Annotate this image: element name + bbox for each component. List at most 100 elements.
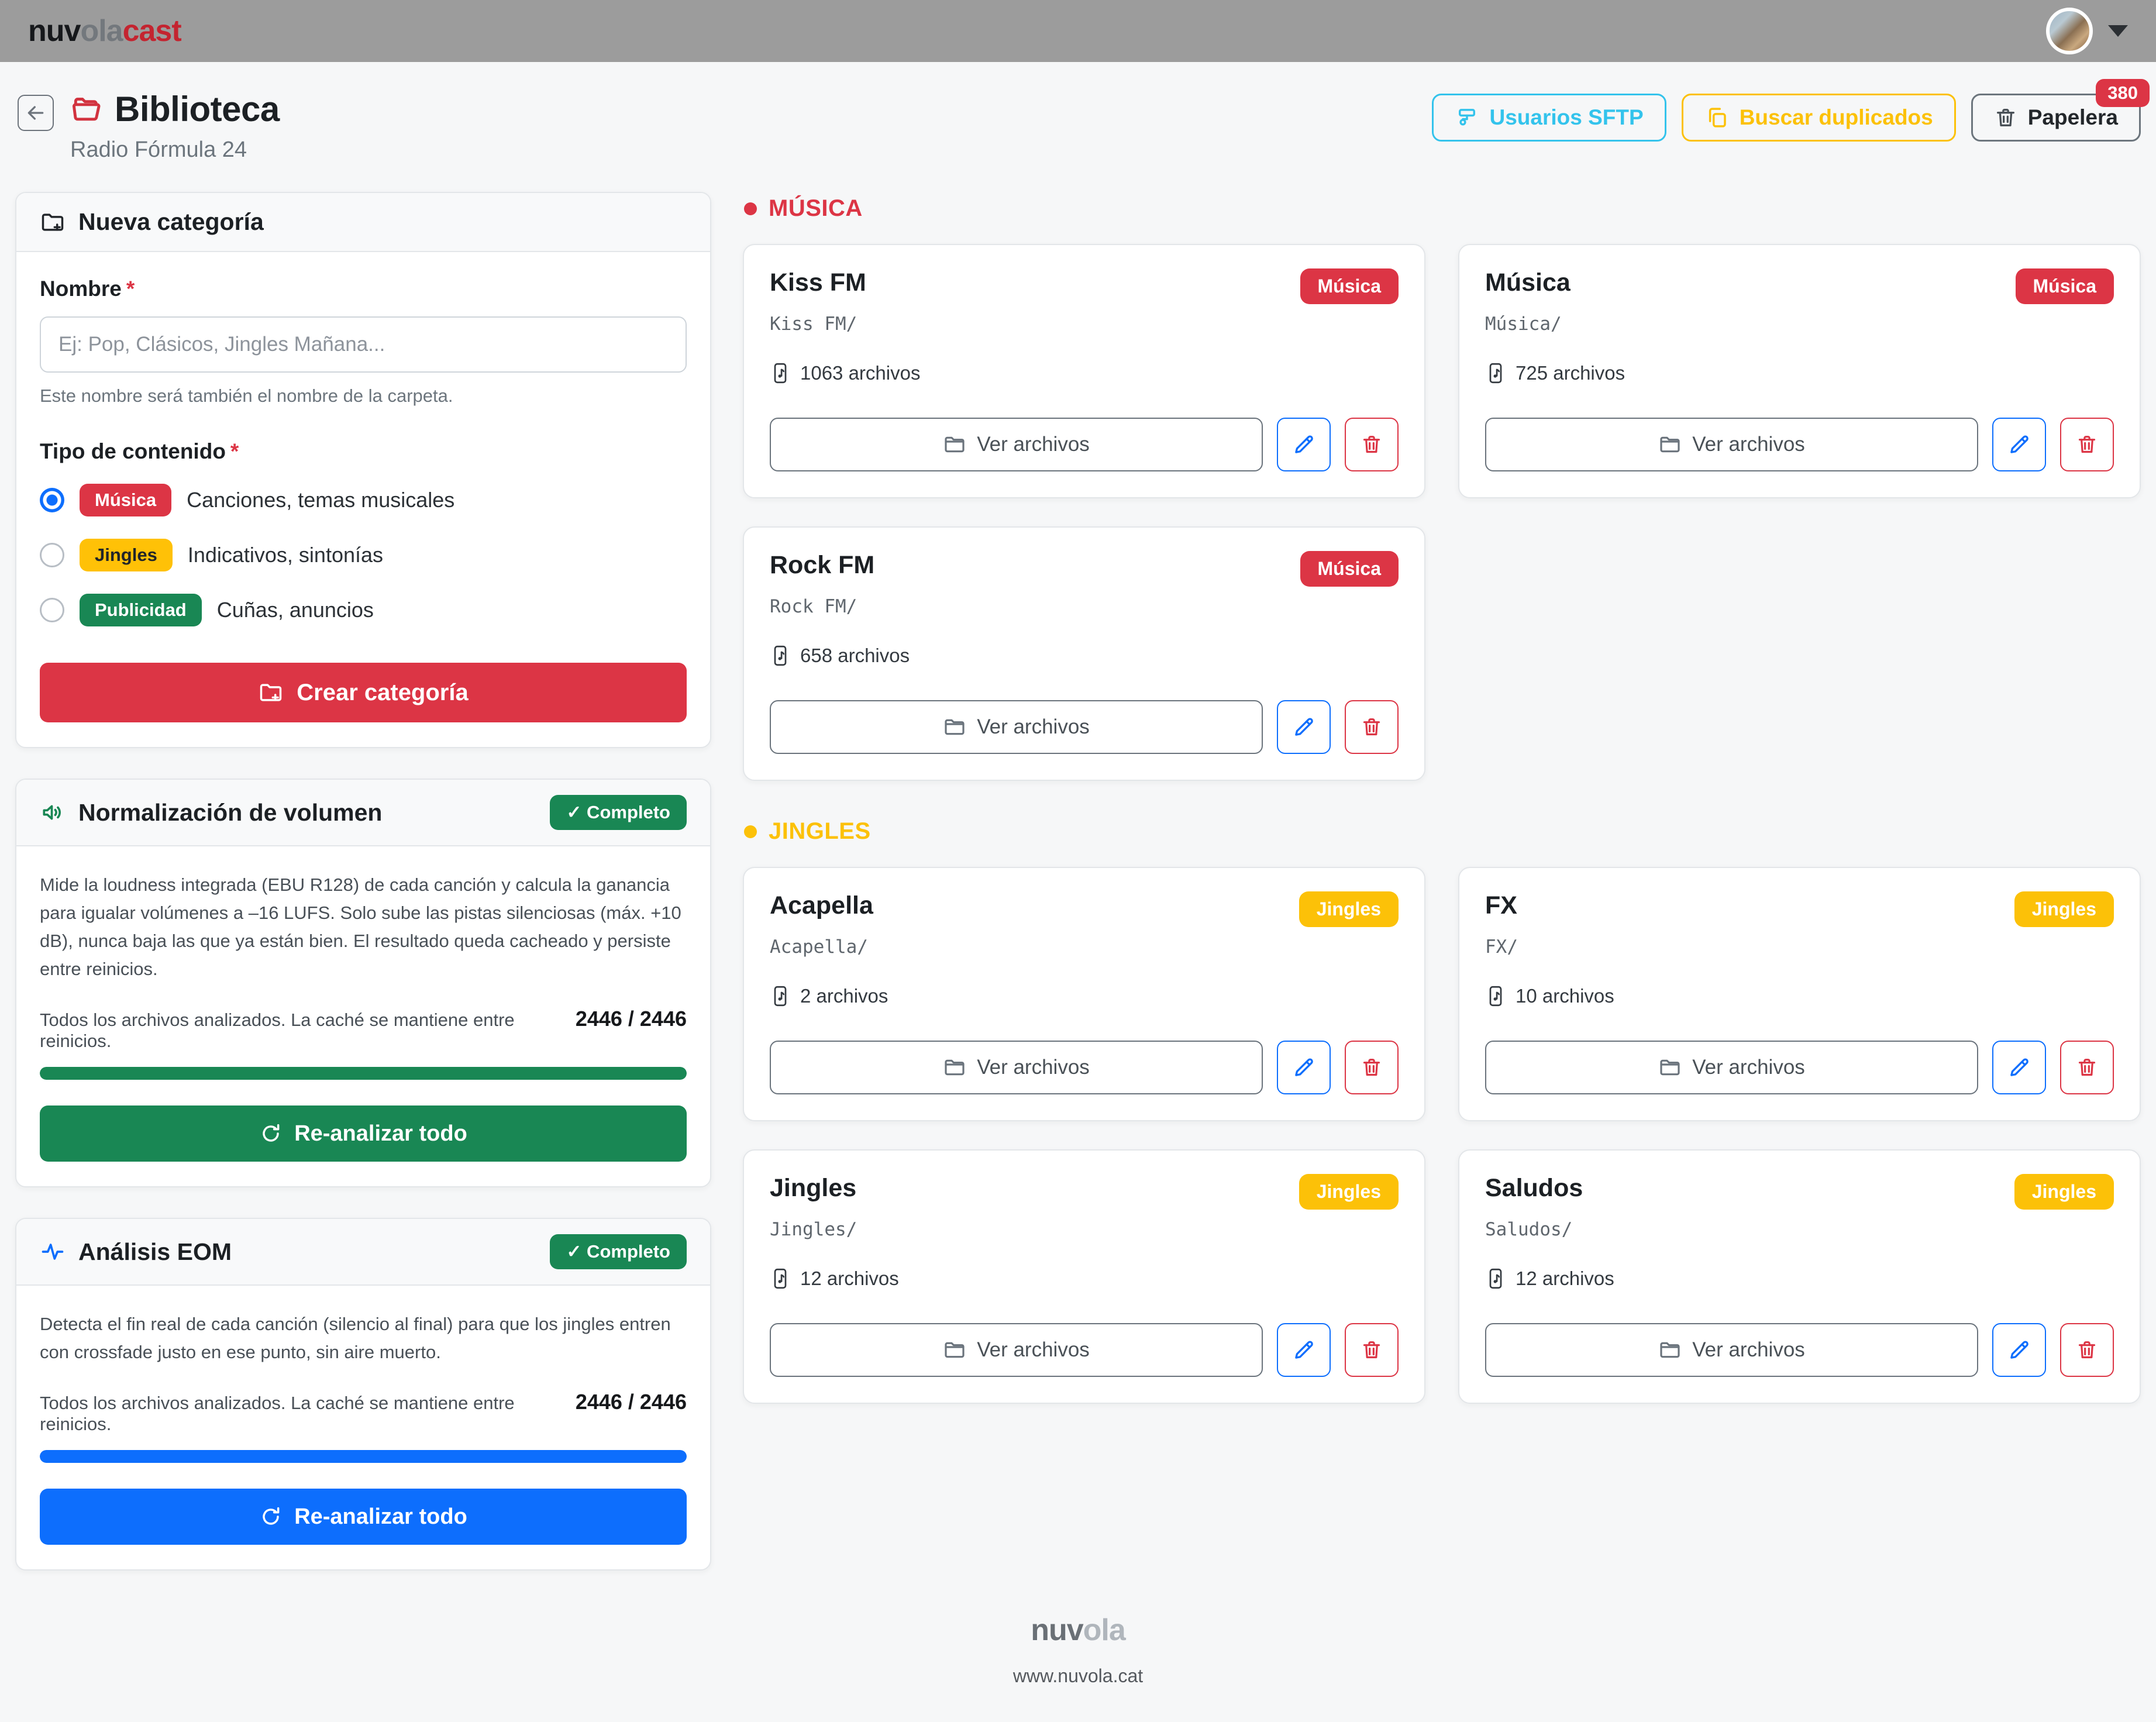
find-duplicates-label: Buscar duplicados <box>1739 105 1933 129</box>
category-card: Saludos Jingles Saludos/12 archivos Ver arc… <box>1458 1149 2141 1404</box>
volume-status-text: Todos los archivos analizados. La caché … <box>40 1010 515 1052</box>
back-button[interactable] <box>18 95 54 131</box>
category-type-badge: Música <box>1300 268 1399 304</box>
category-section-jingles: JINGLES Acapella Jingles Acapella/2 archivo… <box>743 818 2141 1404</box>
category-card: Acapella Jingles Acapella/2 archivos Ver ar… <box>743 867 1425 1121</box>
view-files-label: Ver archivos <box>977 1056 1090 1079</box>
edit-category-button[interactable] <box>1992 418 2046 471</box>
category-type-badge: Jingles <box>1299 1174 1399 1210</box>
category-card: Rock FM Música Rock FM/658 archivos Ver arc… <box>743 526 1425 781</box>
pencil-icon <box>1291 715 1316 739</box>
section-title: JINGLES <box>769 818 871 844</box>
category-name-input[interactable] <box>40 316 687 373</box>
folder-icon <box>1658 1338 1682 1362</box>
page-header: Biblioteca Radio Fórmula 24 Usuarios SFT… <box>18 79 2150 163</box>
view-files-label: Ver archivos <box>1692 1056 1805 1079</box>
main-content: Biblioteca Radio Fórmula 24 Usuarios SFT… <box>0 62 2156 1571</box>
content-type-option[interactable]: Publicidad Cuñas, anuncios <box>40 594 687 626</box>
file-count-label: 1063 archivos <box>800 362 921 384</box>
section-header: JINGLES <box>744 818 2141 845</box>
view-files-button[interactable]: Ver archivos <box>1485 1323 1978 1377</box>
category-path: Música/ <box>1485 314 1562 335</box>
user-menu[interactable] <box>2046 8 2128 54</box>
radio-button[interactable] <box>40 543 64 567</box>
header-actions: Usuarios SFTP Buscar duplicados Papelera… <box>1431 79 2150 142</box>
delete-category-button[interactable] <box>1345 1041 1399 1094</box>
folder-icon <box>1658 433 1682 456</box>
footer: nuvola www.nuvola.cat <box>0 1571 2156 1722</box>
content-type-option[interactable]: Música Canciones, temas musicales <box>40 484 687 516</box>
category-type-badge: Jingles <box>1299 891 1399 927</box>
status-badge: ✓ Completo <box>550 1234 687 1270</box>
volume-panel-title: Normalización de volumen <box>78 798 383 826</box>
edit-category-button[interactable] <box>1277 418 1331 471</box>
category-section-música: MÚSICA Kiss FM Música Kiss FM/1063 archivos… <box>743 195 2141 781</box>
footer-link[interactable]: www.nuvola.cat <box>1012 1665 1144 1687</box>
logo-part-2: ola <box>80 14 123 48</box>
eom-panel-description: Detecta el fin real de cada canción (sil… <box>40 1314 671 1363</box>
pencil-icon <box>2007 432 2031 457</box>
delete-category-button[interactable] <box>2060 1041 2114 1094</box>
volume-progress-bar <box>40 1067 687 1080</box>
edit-category-button[interactable] <box>1992 1041 2046 1094</box>
app-logo[interactable]: nuvolacast <box>28 13 182 49</box>
avatar[interactable] <box>2046 8 2093 54</box>
pencil-icon <box>2007 1055 2031 1080</box>
category-card: Jingles Jingles Jingles/12 archivos Ver arc… <box>743 1149 1425 1404</box>
chevron-down-icon <box>2108 25 2128 37</box>
view-files-button[interactable]: Ver archivos <box>770 418 1263 471</box>
content-type-option[interactable]: Jingles Indicativos, sintonías <box>40 539 687 571</box>
edit-category-button[interactable] <box>1277 700 1331 754</box>
page-subtitle: Radio Fórmula 24 <box>70 137 247 162</box>
delete-category-button[interactable] <box>1345 700 1399 754</box>
sftp-users-button[interactable]: Usuarios SFTP <box>1431 94 1666 142</box>
name-help-text: Este nombre será también el nombre de la… <box>40 385 453 406</box>
delete-category-button[interactable] <box>2060 1323 2114 1377</box>
category-card: Kiss FM Música Kiss FM/1063 archivos Ver ar… <box>743 244 1425 498</box>
category-path: FX/ <box>1485 936 1518 958</box>
category-path: Saludos/ <box>1485 1219 1573 1240</box>
view-files-label: Ver archivos <box>977 1338 1090 1361</box>
trash-icon <box>2075 1056 2099 1079</box>
activity-pulse-icon <box>40 1239 66 1265</box>
view-files-button[interactable]: Ver archivos <box>1485 418 1978 471</box>
view-files-button[interactable]: Ver archivos <box>770 1041 1263 1094</box>
reanalyze-volume-button[interactable]: Re-analizar todo <box>40 1105 687 1162</box>
reanalyze-eom-button[interactable]: Re-analizar todo <box>40 1489 687 1545</box>
logo-part-1: nuv <box>28 14 81 48</box>
category-type-badge: Música <box>2015 268 2114 304</box>
content-type-badge: Publicidad <box>80 594 202 626</box>
delete-category-button[interactable] <box>1345 1323 1399 1377</box>
delete-category-button[interactable] <box>1345 418 1399 471</box>
section-header: MÚSICA <box>744 195 2141 222</box>
create-category-button[interactable]: Crear categoría <box>40 663 687 722</box>
music-file-icon <box>770 984 791 1008</box>
network-icon <box>1455 105 1479 130</box>
edit-category-button[interactable] <box>1277 1323 1331 1377</box>
pencil-icon <box>1291 1055 1316 1080</box>
trash-icon <box>1360 433 1383 456</box>
create-category-label: Crear categoría <box>297 679 469 705</box>
category-name: Jingles <box>770 1174 857 1202</box>
delete-category-button[interactable] <box>2060 418 2114 471</box>
radio-button[interactable] <box>40 488 64 512</box>
view-files-button[interactable]: Ver archivos <box>1485 1041 1978 1094</box>
category-path: Rock FM/ <box>770 596 857 617</box>
content-type-label: Tipo de contenido * <box>40 439 239 463</box>
view-files-button[interactable]: Ver archivos <box>770 1323 1263 1377</box>
trash-icon <box>1994 106 2017 129</box>
music-file-icon <box>770 1267 791 1290</box>
eom-progress-count: 2446 / 2446 <box>575 1390 687 1414</box>
trash-button[interactable]: Papelera 380 <box>1971 79 2150 142</box>
music-file-icon <box>770 644 791 667</box>
pencil-icon <box>1291 432 1316 457</box>
category-name: Kiss FM <box>770 268 866 297</box>
content-type-description: Cuñas, anuncios <box>216 598 374 622</box>
find-duplicates-button[interactable]: Buscar duplicados <box>1681 94 1956 142</box>
edit-category-button[interactable] <box>1277 1041 1331 1094</box>
radio-button[interactable] <box>40 598 64 622</box>
logo-part-3: cast <box>122 14 182 48</box>
edit-category-button[interactable] <box>1992 1323 2046 1377</box>
category-type-badge: Música <box>1300 551 1399 587</box>
view-files-button[interactable]: Ver archivos <box>770 700 1263 754</box>
